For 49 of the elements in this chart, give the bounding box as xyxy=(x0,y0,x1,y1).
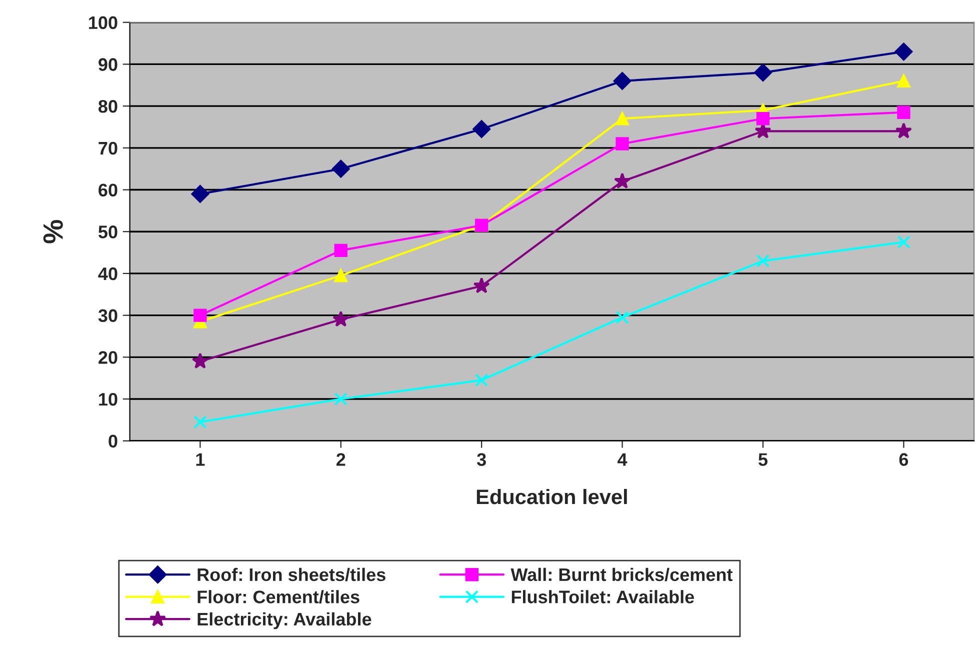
y-tick-label: 80 xyxy=(98,100,118,113)
point xyxy=(472,120,490,138)
y-tick-label: 60 xyxy=(98,184,118,196)
y-tick-label: 20 xyxy=(98,351,118,364)
x-tick-label: 1 xyxy=(196,453,205,466)
y-tick-label: 10 xyxy=(99,392,118,406)
y-tick-label: 100 xyxy=(89,16,118,30)
point xyxy=(616,112,629,126)
point xyxy=(616,137,629,150)
x-tick-label: 2 xyxy=(336,453,346,466)
point xyxy=(756,112,770,126)
point xyxy=(895,122,912,138)
point xyxy=(474,374,488,387)
y-tick-label: 70 xyxy=(98,142,118,155)
legend-label: FlushToilet: Available xyxy=(512,590,694,604)
point xyxy=(894,42,913,61)
point xyxy=(334,268,348,282)
point xyxy=(334,392,348,406)
point xyxy=(897,235,910,249)
point xyxy=(332,310,350,327)
x-tick-label: 3 xyxy=(476,453,486,466)
point xyxy=(473,277,490,294)
point xyxy=(194,308,207,322)
point xyxy=(614,172,631,189)
y-tick-label: 50 xyxy=(98,226,118,238)
point xyxy=(332,160,350,178)
point xyxy=(616,310,629,324)
point xyxy=(756,254,770,268)
y-axis-title: % xyxy=(43,220,63,244)
point xyxy=(334,244,348,258)
x-tick-label: 6 xyxy=(899,453,908,466)
y-tick-label: 30 xyxy=(98,309,118,322)
legend-label: Floor: Cement/tiles xyxy=(198,590,360,604)
legend-label: Electricity: Available xyxy=(198,612,372,630)
point xyxy=(613,72,632,90)
point xyxy=(897,106,910,119)
y-tick-label: 40 xyxy=(98,267,118,280)
point xyxy=(897,74,910,88)
point xyxy=(191,185,210,203)
x-tick-label: 4 xyxy=(618,453,628,466)
y-tick-label: 90 xyxy=(98,58,118,71)
point xyxy=(194,415,207,429)
x-tick-label: 5 xyxy=(758,453,768,466)
legend-label: Wall: Burnt bricks/cement xyxy=(510,568,733,582)
point xyxy=(192,352,208,369)
point xyxy=(754,64,772,82)
legend-label: Roof: Iron sheets/tiles xyxy=(198,568,386,582)
x-axis-title: Education level xyxy=(476,488,627,504)
y-tick-label: 0 xyxy=(108,434,118,448)
